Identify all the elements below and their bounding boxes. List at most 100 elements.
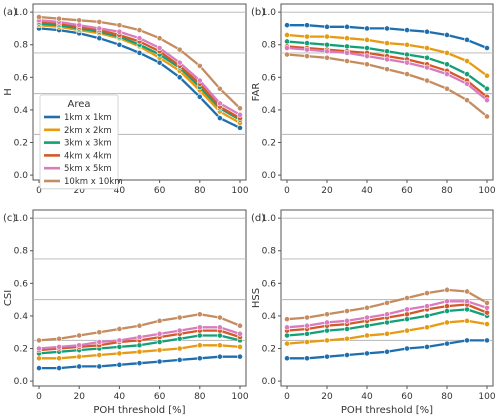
data-point (237, 124, 243, 131)
data-point (196, 324, 203, 331)
series-1 (36, 353, 243, 371)
data-point (364, 36, 370, 43)
data-point (76, 342, 83, 349)
data-point (444, 286, 450, 293)
data-point (216, 115, 223, 121)
data-point (424, 290, 430, 297)
data-point (96, 329, 103, 336)
data-point (304, 339, 310, 345)
data-point (136, 35, 143, 42)
data-point (384, 319, 390, 326)
data-point (444, 71, 450, 77)
data-point (96, 339, 103, 345)
data-point (116, 22, 123, 29)
data-point (324, 33, 330, 40)
y-tick-label: 0.4 (262, 312, 277, 322)
data-point (196, 93, 203, 100)
data-point (484, 299, 490, 306)
series-5 (284, 45, 490, 104)
panel-1: 0.0 0.2 0.4 0.6 0.8 1.0 0 20 40 60 80 100 H (a) Area 1k… (3, 3, 249, 196)
data-point (404, 71, 410, 77)
data-point (484, 304, 490, 311)
x-tick-label: 100 (478, 392, 495, 402)
data-point (364, 350, 370, 357)
data-point (176, 327, 183, 334)
x-tick-label: 60 (401, 186, 413, 196)
x-tick-label: 20 (73, 186, 85, 196)
data-point (76, 353, 83, 360)
series-2 (36, 342, 243, 362)
y-tick-label: 0.6 (14, 73, 29, 83)
data-point (384, 25, 390, 32)
data-point (484, 72, 490, 79)
x-tick-label: 40 (114, 392, 126, 402)
data-point (364, 25, 370, 32)
data-point (116, 28, 123, 35)
data-point (424, 343, 430, 350)
data-point (304, 53, 310, 60)
data-point (304, 22, 310, 29)
series-6 (36, 311, 243, 344)
data-point (344, 49, 350, 56)
legend-entry: 1km x 1km (64, 113, 112, 123)
data-point (76, 22, 83, 29)
data-point (284, 22, 290, 29)
data-point (444, 319, 450, 326)
y-tick-label: 1.0 (262, 214, 277, 224)
legend-entry: 2km x 2km (64, 126, 112, 136)
data-point (404, 41, 410, 48)
x-tick-label: 20 (321, 186, 333, 196)
data-point (384, 348, 390, 355)
data-point (284, 316, 290, 323)
y-tick-label: 0.8 (262, 247, 277, 257)
x-tick-label: 0 (284, 392, 290, 402)
data-point (304, 330, 310, 337)
data-point (324, 311, 330, 318)
plot-area (280, 209, 494, 387)
data-point (156, 35, 163, 42)
legend-title: Area (67, 99, 90, 110)
data-point (384, 299, 390, 306)
panel-label: (a) (3, 7, 17, 18)
data-point (196, 77, 203, 84)
data-point (136, 342, 143, 349)
y-tick-label: 0.6 (262, 279, 277, 289)
y-tick-label: 0.8 (14, 247, 29, 257)
x-tick-label: 40 (114, 186, 126, 196)
legend-entry: 3km x 3km (64, 139, 112, 149)
data-point (304, 46, 310, 53)
data-point (324, 319, 330, 326)
data-point (444, 303, 450, 310)
y-tick-label: 0.6 (262, 73, 277, 83)
data-point (464, 306, 470, 313)
data-point (344, 335, 350, 342)
y-tick-label: 0.0 (262, 171, 277, 181)
data-point (76, 17, 83, 24)
data-point (237, 330, 243, 337)
legend-box (39, 94, 119, 190)
data-point (324, 54, 330, 61)
data-point (156, 317, 163, 324)
data-point (324, 337, 330, 344)
data-point (36, 337, 42, 344)
data-point (136, 27, 143, 33)
data-point (304, 355, 310, 362)
data-point (484, 97, 490, 104)
data-point (237, 111, 243, 118)
data-point (384, 66, 390, 73)
y-tick-label: 0.0 (14, 171, 29, 181)
data-point (344, 308, 350, 314)
data-point (116, 337, 123, 344)
y-tick-label: 0.2 (14, 139, 28, 149)
data-point (216, 100, 223, 107)
data-point (364, 314, 370, 321)
data-point (216, 332, 223, 339)
y-tick-label: 1.0 (14, 214, 29, 224)
data-point (36, 345, 42, 352)
data-point (304, 322, 310, 329)
data-point (176, 314, 183, 321)
data-point (284, 332, 290, 339)
data-point (344, 58, 350, 64)
data-point (364, 322, 370, 329)
